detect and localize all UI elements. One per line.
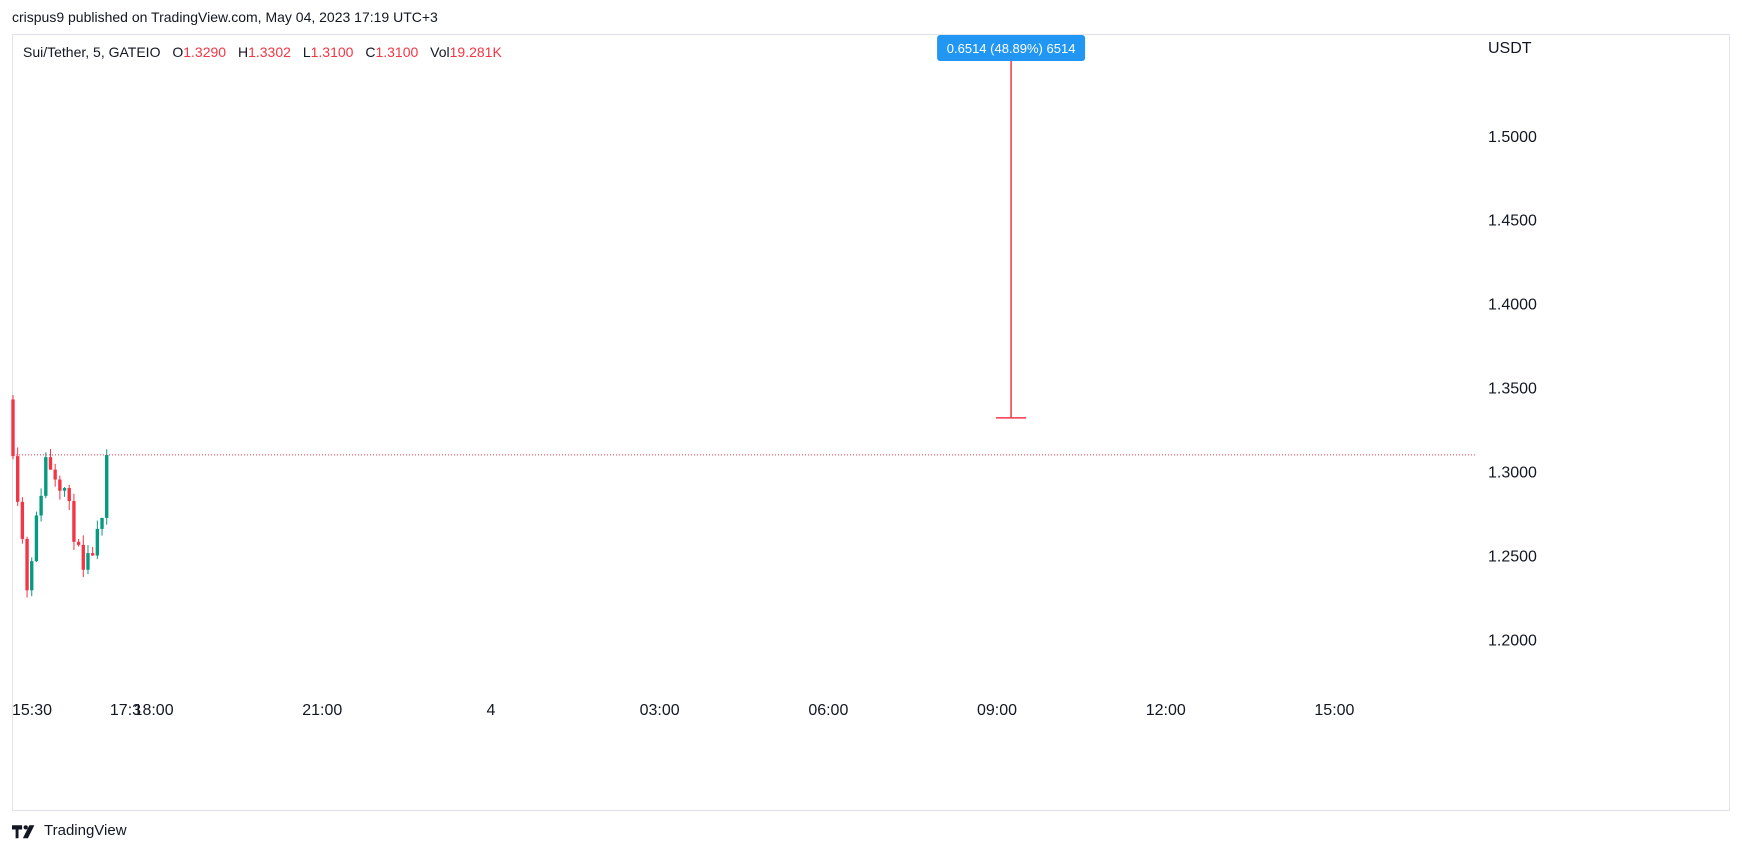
y-tick-label: 1.4500 [1488, 213, 1537, 230]
candle [34, 511, 39, 563]
x-tick-label: 15:00 [1314, 702, 1354, 719]
candle [48, 449, 53, 470]
x-tick-label: 4 [487, 702, 496, 719]
candle [58, 475, 62, 500]
candle [44, 452, 48, 499]
candle-body [62, 488, 67, 491]
candle [11, 394, 15, 460]
x-tick-label: 06:00 [808, 702, 848, 719]
candles-layer [11, 394, 109, 598]
legend-open-label: O [172, 44, 184, 60]
y-tick-label: 1.3000 [1488, 465, 1537, 482]
legend-close-value: 1.3100 [375, 44, 419, 60]
candle-body [100, 517, 104, 529]
legend-symbol[interactable]: Sui/Tether, 5, GATEIO [23, 44, 161, 60]
candle [76, 538, 81, 547]
candle [100, 517, 104, 536]
candle-body [11, 399, 15, 457]
candle [39, 488, 43, 522]
candle-body [30, 561, 34, 591]
overlay-layer: 0.6514 (48.89%) 6514 [13, 35, 1475, 456]
candle-body [20, 501, 25, 539]
footer-brand-text: TradingView [44, 822, 127, 839]
x-tick-label: 03:00 [640, 702, 680, 719]
candle-body [95, 528, 100, 556]
candle [67, 484, 71, 511]
currency-label: USDT [1488, 40, 1532, 57]
x-tick-label: 12:00 [1146, 702, 1186, 719]
candle [62, 487, 67, 497]
y-tick-label: 1.2000 [1488, 633, 1537, 650]
candle-body [58, 479, 62, 491]
legend-close-label: C [365, 44, 376, 60]
candle [81, 535, 85, 578]
x-tick-label: 15:30 [12, 702, 52, 719]
measure-label: 0.6514 (48.89%) 6514 [947, 41, 1076, 56]
candle-body [25, 538, 29, 591]
candle-body [67, 488, 71, 502]
chart-legend: Sui/Tether, 5, GATEIO O1.3290 H1.3302 L1… [23, 44, 510, 60]
y-tick-label: 1.5000 [1488, 129, 1537, 146]
published-by-text: crispus9 published on TradingView.com, M… [12, 9, 438, 25]
candle [30, 557, 34, 597]
candle-body [48, 457, 53, 470]
candle-body [81, 544, 85, 570]
legend-volume-value: 19.281K [449, 44, 502, 60]
candle [86, 545, 90, 575]
candle-body [39, 495, 43, 516]
candle [72, 493, 76, 550]
candle-body [34, 515, 39, 562]
legend-open-value: 1.3290 [183, 44, 227, 60]
x-tick-label: 18:00 [134, 702, 174, 719]
y-tick-label: 1.3500 [1488, 381, 1537, 398]
candle [15, 447, 20, 506]
candle [95, 520, 100, 560]
candle-body [90, 553, 95, 556]
axis-layer: 1.5000 1.4500 1.4000 1.3500 1.3000 1.2500 1.20… [12, 40, 1537, 719]
candle [90, 546, 95, 556]
footer-brand[interactable]: TradingView [12, 822, 127, 839]
x-tick-label: 17:3 [110, 702, 141, 719]
candle-body [44, 457, 48, 496]
legend-high-value: 1.3302 [248, 44, 291, 60]
legend-low-label: L [302, 44, 311, 60]
candle-body [86, 553, 90, 570]
candle-body [72, 501, 76, 542]
y-tick-label: 1.2500 [1488, 549, 1537, 566]
candle [25, 536, 29, 598]
candle-body [53, 469, 57, 480]
candle [105, 449, 109, 525]
measure-label-bg [937, 35, 1086, 61]
x-tick-label: 09:00 [977, 702, 1017, 719]
candle-body [76, 541, 81, 545]
candle [53, 463, 57, 487]
legend-high-label: H [237, 44, 249, 60]
candle-body [15, 456, 20, 502]
legend-volume-label: Vol [430, 44, 450, 60]
x-tick-label: 21:00 [302, 702, 342, 719]
tradingview-logo-icon [12, 824, 35, 838]
legend-low-value: 1.3100 [310, 44, 354, 60]
candle [20, 497, 25, 544]
y-tick-label: 1.4000 [1488, 297, 1537, 314]
candle-body [105, 454, 109, 518]
